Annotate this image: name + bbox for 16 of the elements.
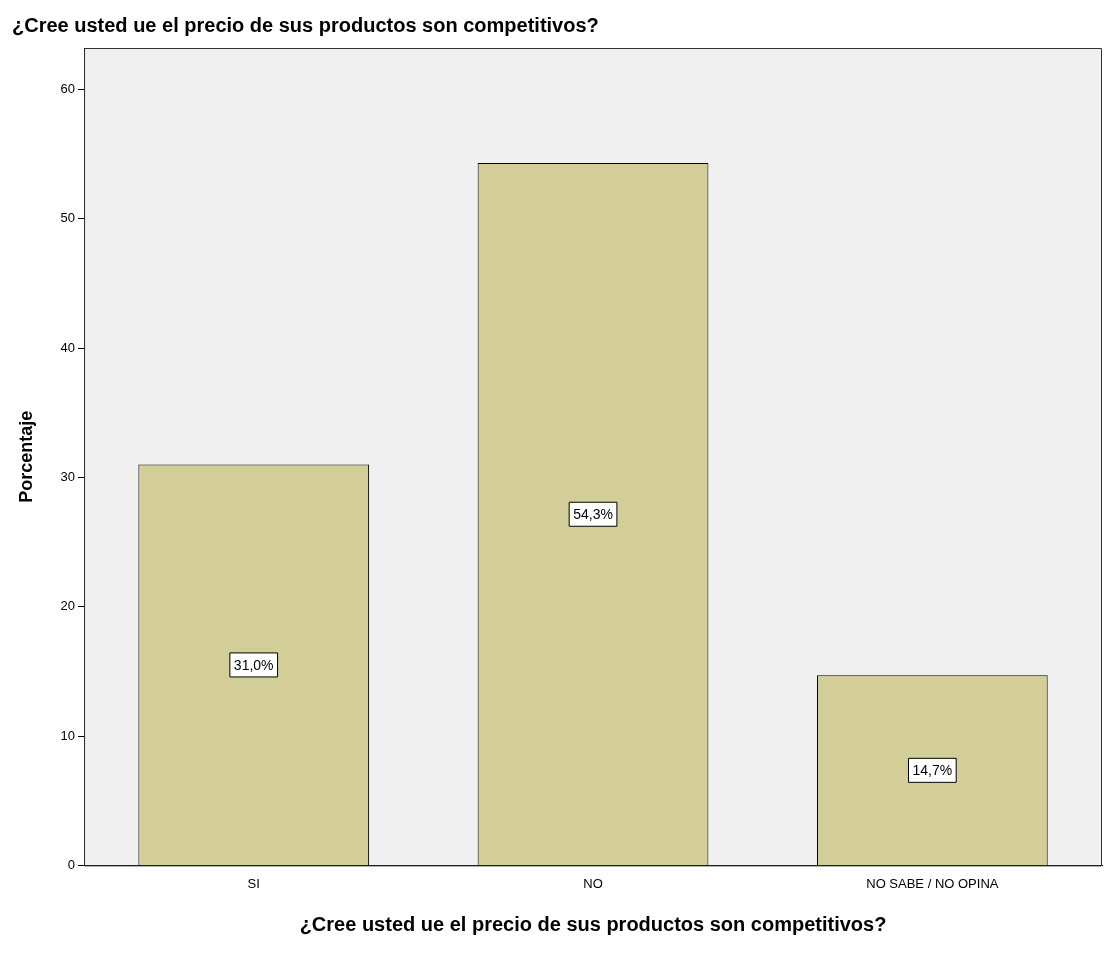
y-tick-label: 0 [67,856,76,872]
y-tick-label: 60 [60,80,76,96]
y-tick-label: 30 [60,468,76,484]
y-tick-label: 50 [60,210,76,226]
x-axis-title: ¿Cree usted ue el precio de sus productos son competitivos? [299,912,887,935]
data-label: 54,3% [573,506,613,523]
x-tick-label: SI [247,875,260,891]
x-tick-label: NO [583,875,603,891]
y-tick-label: 20 [60,598,76,614]
data-label: 31,0% [233,656,274,673]
y-axis-title: Porcentaje [15,410,36,503]
x-tick-label: NO SABE / NO OPINA [866,875,999,891]
y-tick-label: 40 [60,339,76,355]
data-label: 14,7% [912,762,953,779]
y-tick-label: 10 [60,727,76,743]
chart-title: ¿Cree usted ue el precio de sus productos son competitivos? [12,13,599,36]
